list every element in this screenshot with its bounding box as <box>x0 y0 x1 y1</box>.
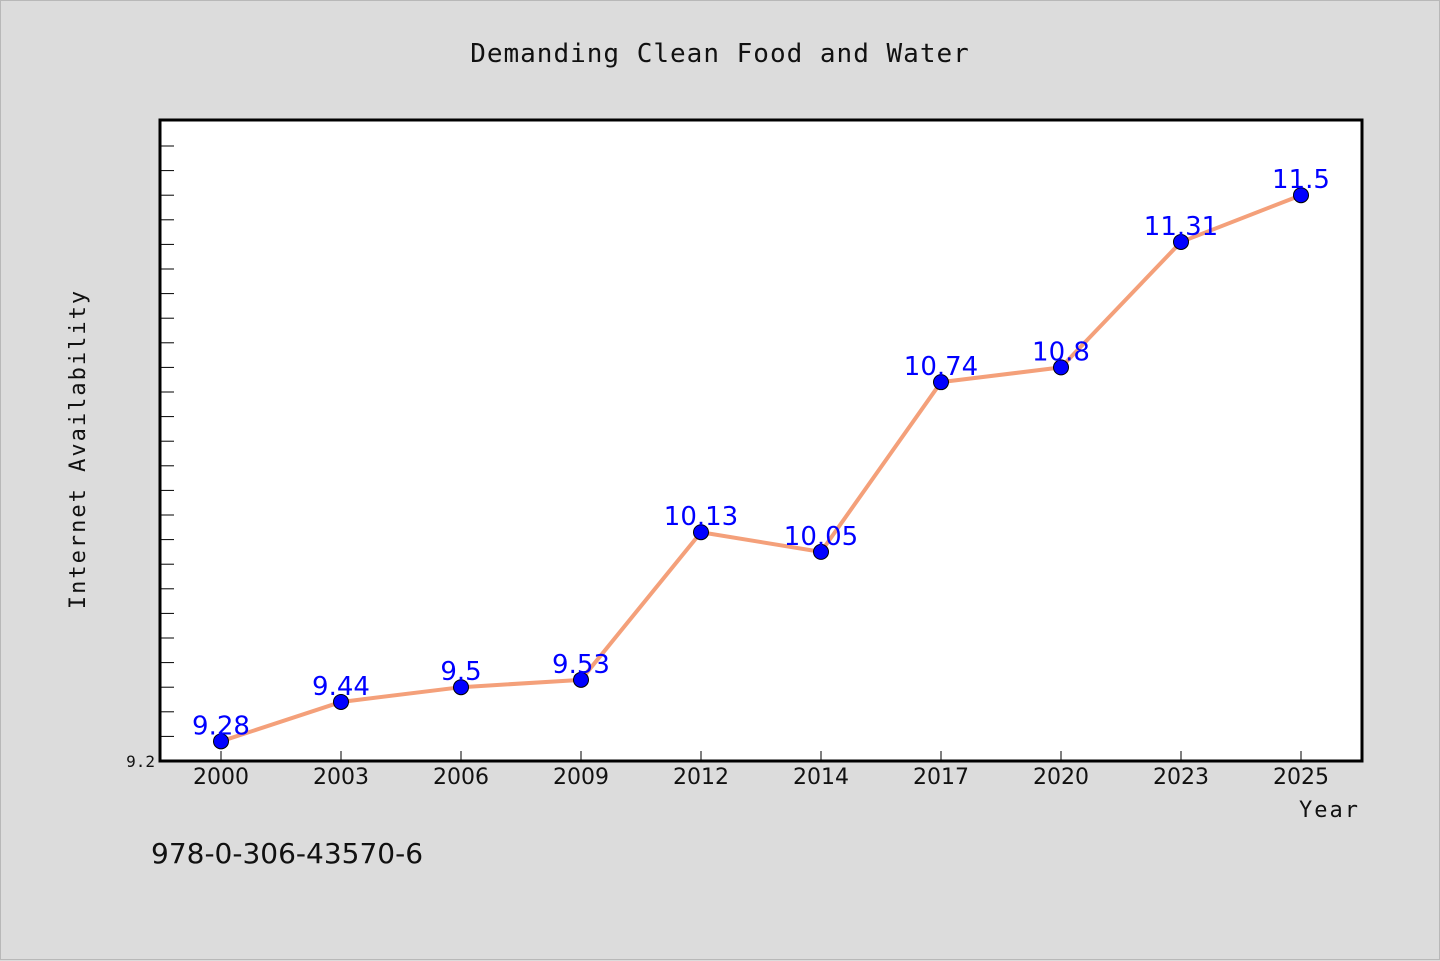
data-label: 9.53 <box>552 650 610 680</box>
data-point-marker <box>1173 233 1189 250</box>
data-point-marker <box>453 679 469 696</box>
data-label: 10.13 <box>664 502 738 532</box>
y-axis-label: Internet Availability <box>66 289 91 609</box>
x-tick-label: 2020 <box>1033 765 1089 790</box>
data-label: 9.28 <box>192 711 250 741</box>
x-tick-label: 2025 <box>1273 765 1329 790</box>
data-point-marker <box>1293 187 1309 204</box>
data-label: 11.31 <box>1144 212 1218 242</box>
x-tick-label: 2023 <box>1153 765 1209 790</box>
x-tick-label: 2012 <box>673 765 729 790</box>
data-label: 9.44 <box>312 672 370 702</box>
x-tick-label: 2014 <box>793 765 849 790</box>
data-point-marker <box>573 671 589 688</box>
data-label: 10.8 <box>1032 337 1090 367</box>
data-point-marker <box>693 524 709 541</box>
y-tick-label: 9.2 <box>126 752 155 771</box>
chart-title: Demanding Clean Food and Water <box>470 39 970 69</box>
data-point-marker <box>1053 359 1069 376</box>
data-label: 11.5 <box>1272 165 1330 195</box>
data-label: 10.05 <box>784 522 858 552</box>
plot-area <box>158 118 1364 763</box>
x-axis-label: Year <box>1299 798 1360 823</box>
y-axis-minor-ticks <box>160 145 174 737</box>
series-line <box>220 193 1302 744</box>
data-label: 10.74 <box>904 352 978 382</box>
series-group: 9.28 9.44 9.5 9.53 10.13 10.05 10.74 10.8 11.31 1… <box>192 165 1330 750</box>
x-tick-label: 2017 <box>913 765 969 790</box>
x-tick-label: 2009 <box>553 765 609 790</box>
x-axis-ticks: 2000 2003 2006 2009 2012 2014 2017 2020 2023 2025 <box>193 751 1329 790</box>
x-tick-label: 2003 <box>313 765 369 790</box>
isbn-text: 978-0-306-43570-6 <box>151 837 423 870</box>
data-point-marker <box>213 733 229 750</box>
data-point-marker <box>333 693 349 710</box>
x-tick-label: 2000 <box>193 765 249 790</box>
x-tick-label: 2006 <box>433 765 489 790</box>
data-point-marker <box>813 543 829 560</box>
data-label: 9.5 <box>440 657 481 687</box>
data-point-marker <box>933 374 949 391</box>
